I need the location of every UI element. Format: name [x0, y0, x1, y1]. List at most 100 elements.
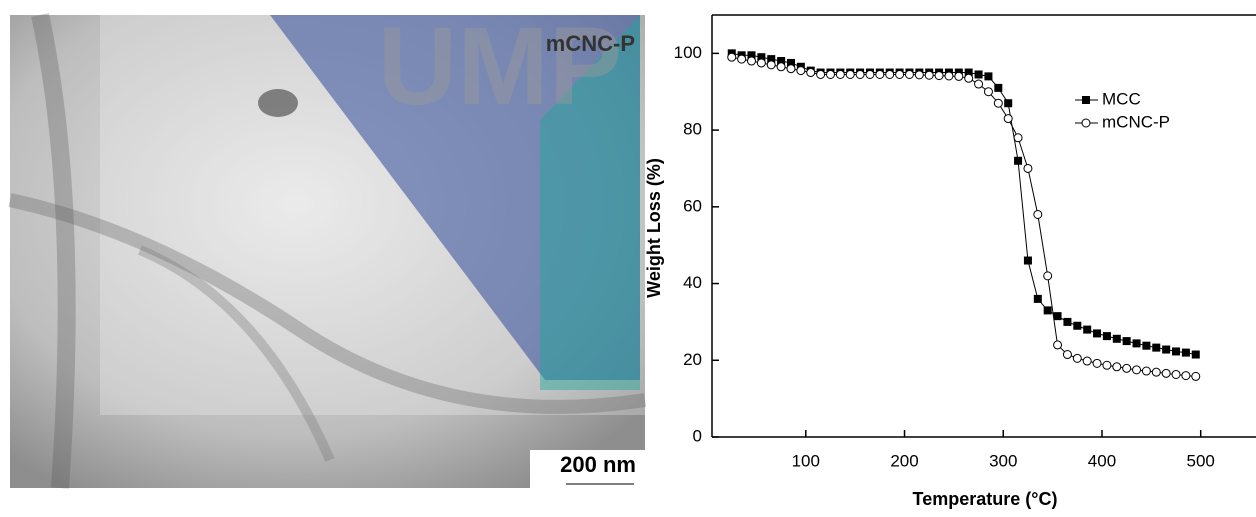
data-point — [776, 62, 786, 72]
data-point — [747, 51, 756, 60]
x-tick-label: 500 — [1187, 451, 1215, 470]
data-point — [1141, 366, 1151, 376]
data-point — [835, 69, 845, 79]
data-point — [1171, 369, 1181, 379]
data-point — [1191, 350, 1200, 359]
y-tick-label: 0 — [693, 426, 702, 445]
data-point — [1142, 341, 1151, 350]
data-point — [1112, 362, 1122, 372]
data-point — [1003, 114, 1013, 124]
data-point — [1132, 339, 1141, 348]
data-point — [1152, 343, 1161, 352]
data-point — [1102, 332, 1111, 341]
data-point — [845, 69, 855, 79]
y-tick-label: 100 — [674, 43, 702, 62]
tem-image: UMP mCNC-P 200 nm — [8, 5, 647, 489]
data-point — [806, 68, 816, 78]
data-point — [1083, 325, 1092, 334]
data-point — [777, 57, 786, 66]
data-point — [1181, 371, 1191, 381]
x-tick-label: 300 — [989, 451, 1017, 470]
data-point — [865, 69, 875, 79]
data-point — [1062, 350, 1072, 360]
data-point — [924, 70, 934, 80]
data-point — [964, 73, 974, 83]
data-point — [964, 68, 973, 77]
data-point — [727, 52, 737, 62]
data-point — [1053, 312, 1062, 321]
data-point — [816, 69, 826, 79]
data-point — [1043, 306, 1052, 315]
data-point — [1053, 340, 1063, 350]
data-point — [786, 64, 796, 74]
data-point — [1033, 294, 1042, 303]
data-point — [1082, 356, 1092, 366]
data-point — [1013, 133, 1023, 143]
x-axis-title: Temperature (°C) — [913, 489, 1058, 509]
data-point — [904, 69, 914, 79]
data-point — [1172, 347, 1181, 356]
watermark: UMP — [378, 5, 622, 128]
data-point — [746, 56, 756, 66]
data-point — [756, 58, 766, 68]
data-point — [994, 83, 1003, 92]
particle — [258, 89, 298, 117]
data-point — [786, 58, 795, 67]
x-tick-label: 200 — [890, 451, 918, 470]
legend-marker — [1082, 96, 1090, 104]
data-point — [1181, 348, 1190, 357]
data-point — [737, 54, 747, 64]
watermark-shape — [270, 15, 640, 380]
data-point — [825, 69, 835, 79]
data-point — [1043, 271, 1053, 281]
data-point — [1162, 345, 1171, 354]
scale-bar-label: 200 nm — [560, 452, 636, 477]
data-point — [983, 87, 993, 97]
data-point — [974, 70, 983, 79]
data-point — [984, 72, 993, 81]
data-point — [796, 66, 806, 76]
scale-bar-box — [530, 450, 645, 488]
data-point — [1033, 209, 1043, 219]
y-axis-title: Weight Loss (%) — [644, 158, 664, 298]
data-point — [1063, 317, 1072, 326]
data-point — [855, 69, 865, 79]
data-point — [895, 69, 905, 79]
y-tick-label: 20 — [683, 350, 702, 369]
data-point — [1122, 337, 1131, 346]
data-point — [944, 71, 954, 81]
data-point — [1151, 367, 1161, 377]
data-point — [993, 98, 1003, 108]
y-tick-label: 60 — [683, 196, 702, 215]
fiber — [138, 245, 335, 463]
x-tick-label: 100 — [792, 451, 820, 470]
data-point — [1093, 329, 1102, 338]
data-point — [1122, 363, 1132, 373]
data-point — [914, 70, 924, 80]
data-point — [885, 69, 895, 79]
data-point — [954, 71, 964, 81]
data-point — [1014, 156, 1023, 165]
data-point — [1112, 334, 1121, 343]
legend-label: mCNC-P — [1102, 112, 1170, 131]
data-point — [1092, 358, 1102, 368]
legend-marker — [1081, 118, 1091, 128]
data-point — [1023, 256, 1032, 265]
data-point — [1023, 163, 1033, 173]
y-tick-label: 40 — [683, 273, 702, 292]
data-point — [875, 69, 885, 79]
data-point — [1132, 365, 1142, 375]
legend-label: MCC — [1102, 89, 1141, 108]
fiber — [8, 193, 647, 414]
data-point — [974, 79, 984, 89]
data-point — [1072, 353, 1082, 363]
data-point — [1102, 360, 1112, 370]
image-label: mCNC-P — [546, 31, 635, 56]
watermark-shape — [540, 15, 640, 390]
data-point — [1073, 321, 1082, 330]
plot: Temperature (°C) Weight Loss (%) — [644, 14, 1256, 509]
data-point — [1004, 99, 1013, 108]
data-point — [766, 60, 776, 70]
fiber — [31, 13, 76, 489]
